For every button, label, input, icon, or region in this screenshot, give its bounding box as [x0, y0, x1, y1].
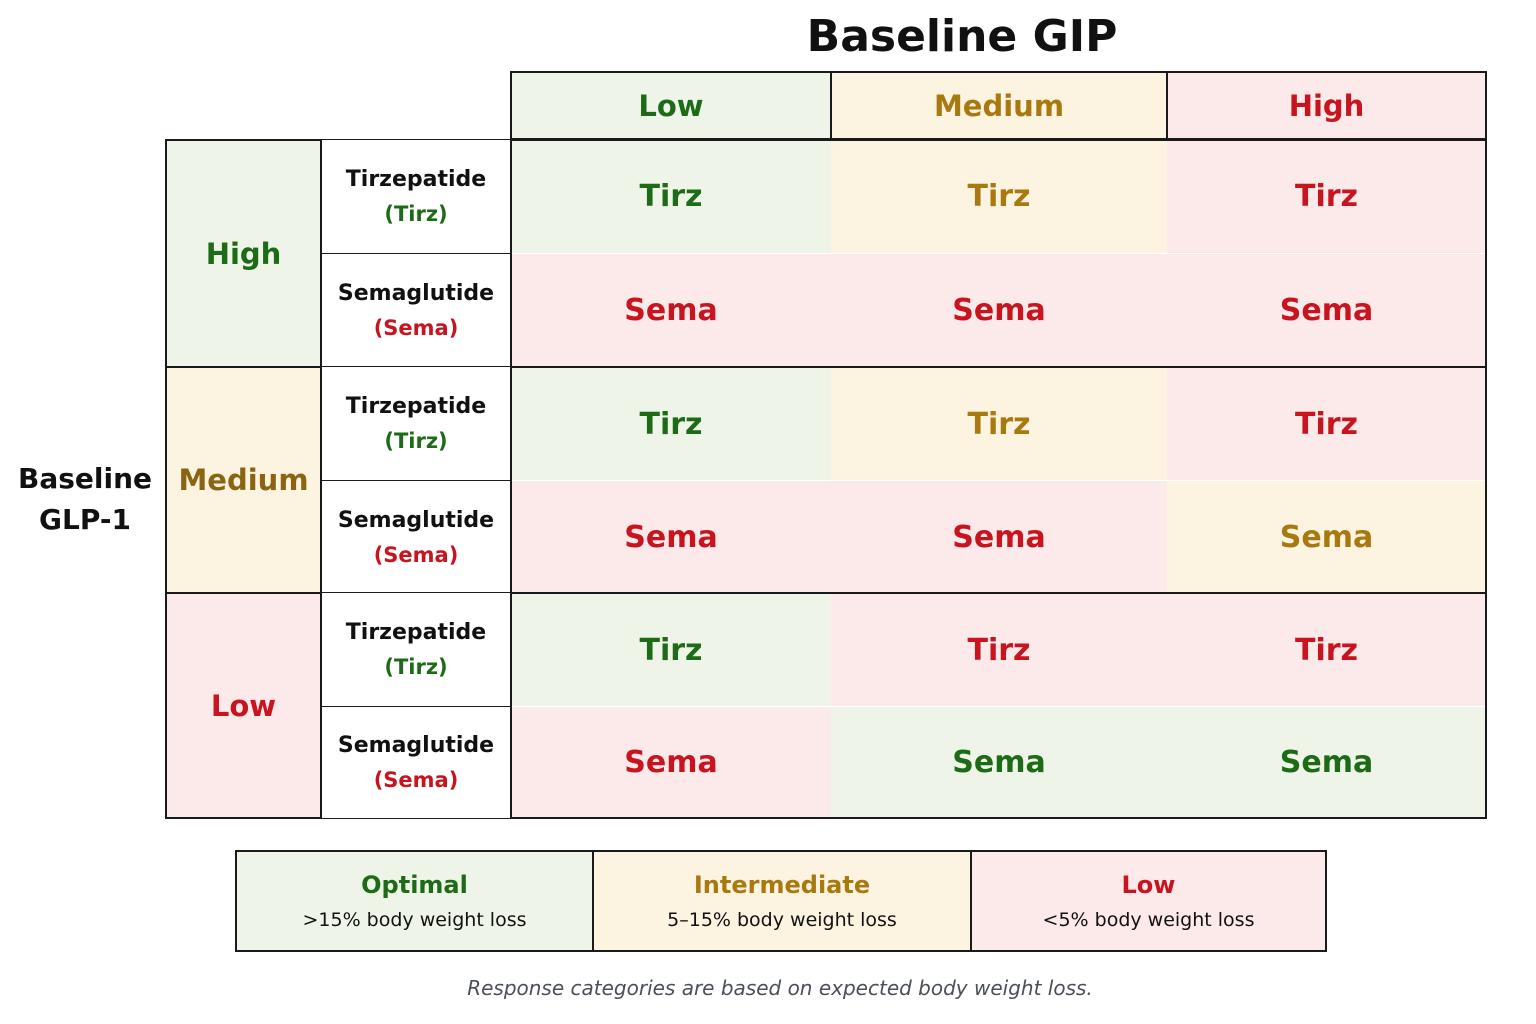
legend-label: Intermediate — [693, 871, 871, 899]
y-axis-label: Baseline GLP-1 — [10, 455, 160, 545]
cell-medium-tirz-gip-medium: Tirz — [831, 368, 1167, 480]
legend-desc: <5% body weight loss — [1042, 909, 1255, 931]
cell-low-sema-gip-high: Sema — [1167, 707, 1486, 818]
drug-label-semaglutide: Semaglutide (Sema) — [321, 706, 511, 819]
legend-label: Low — [1121, 871, 1176, 899]
diagram-title: Baseline GIP — [806, 10, 1118, 62]
drug-name: Tirzepatide — [345, 167, 487, 192]
cell-high-tirz-gip-medium: Tirz — [831, 140, 1167, 253]
cell-high-tirz-gip-high: Tirz — [1167, 140, 1486, 253]
cell-high-sema-gip-low: Sema — [511, 254, 831, 367]
glp1-header-high: High — [165, 139, 322, 368]
gip-header-medium: Medium — [830, 71, 1168, 140]
cell-high-sema-gip-high: Sema — [1167, 254, 1486, 367]
gip-header-low: Low — [510, 71, 832, 140]
drug-abbr: (Tirz) — [384, 655, 448, 679]
cell-medium-tirz-gip-low: Tirz — [511, 368, 831, 480]
footnote: Response categories are based on expecte… — [467, 976, 1093, 1000]
matrix-divider — [510, 366, 1487, 368]
cell-medium-sema-gip-high: Sema — [1167, 481, 1486, 593]
legend-low: Low <5% body weight loss — [970, 850, 1327, 952]
drug-abbr: (Sema) — [373, 768, 459, 792]
cell-medium-sema-gip-low: Sema — [511, 481, 831, 593]
cell-low-sema-gip-medium: Sema — [831, 707, 1167, 818]
drug-label-tirzepatide: Tirzepatide (Tirz) — [321, 592, 511, 707]
drug-name: Tirzepatide — [345, 620, 487, 645]
cell-high-tirz-gip-low: Tirz — [511, 140, 831, 253]
cell-low-tirz-gip-high: Tirz — [1167, 594, 1486, 706]
cell-medium-tirz-gip-high: Tirz — [1167, 368, 1486, 480]
drug-abbr: (Sema) — [373, 542, 459, 567]
matrix-divider — [510, 592, 1487, 594]
glp1-header-low: Low — [165, 592, 322, 819]
legend-intermediate: Intermediate 5–15% body weight loss — [592, 850, 972, 952]
cell-high-sema-gip-medium: Sema — [831, 254, 1167, 367]
drug-name: Semaglutide — [337, 281, 495, 306]
legend-desc: >15% body weight loss — [302, 909, 527, 931]
legend-label: Optimal — [361, 871, 468, 899]
drug-abbr: (Sema) — [373, 316, 459, 340]
drug-name: Tirzepatide — [345, 394, 487, 419]
legend-desc: 5–15% body weight loss — [667, 909, 897, 931]
glp1-header-medium: Medium — [165, 366, 322, 594]
drug-name: Semaglutide — [337, 733, 495, 758]
drug-label-semaglutide: Semaglutide (Sema) — [321, 253, 511, 368]
cell-medium-sema-gip-medium: Sema — [831, 481, 1167, 593]
drug-label-tirzepatide: Tirzepatide (Tirz) — [321, 366, 511, 481]
y-axis-label-line2: GLP-1 — [39, 503, 131, 536]
drug-abbr: (Tirz) — [384, 429, 448, 453]
cell-low-tirz-gip-medium: Tirz — [831, 594, 1167, 706]
drug-label-semaglutide: Semaglutide (Sema) — [321, 480, 511, 594]
gip-header-high: High — [1166, 71, 1487, 140]
drug-name: Semaglutide — [337, 507, 495, 533]
legend-optimal: Optimal >15% body weight loss — [235, 850, 594, 952]
drug-label-tirzepatide: Tirzepatide (Tirz) — [321, 139, 511, 254]
y-axis-label-line1: Baseline — [17, 462, 152, 496]
cell-low-tirz-gip-low: Tirz — [511, 594, 831, 706]
cell-low-sema-gip-low: Sema — [511, 707, 831, 818]
drug-abbr: (Tirz) — [384, 202, 448, 226]
